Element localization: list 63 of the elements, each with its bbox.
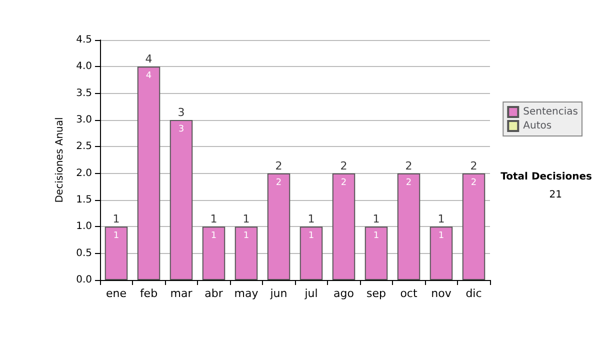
data-label: 1 (373, 231, 380, 242)
x-tick-label: abr (204, 287, 224, 300)
y-tick-label: 3.5 (76, 88, 92, 99)
y-tick-label: 1.0 (76, 221, 92, 232)
data-label: 1 (210, 231, 217, 242)
bar (364, 226, 388, 280)
y-tick-label: 3.0 (76, 114, 92, 126)
text: Total Decisiones (500, 172, 592, 182)
y-tick-label: 4.5 (76, 34, 92, 46)
data-label: 1 (438, 231, 444, 242)
bar (332, 173, 356, 280)
data-label: 2 (406, 178, 412, 188)
total-label: 2 (405, 159, 412, 172)
total-label: 1 (438, 212, 445, 226)
y-tick-label: 2.5 (76, 141, 92, 152)
data-label: 2 (276, 178, 282, 188)
bar (462, 173, 486, 280)
y-tick-label: 0.0 (76, 274, 92, 286)
bar (234, 226, 258, 280)
x-tick-label: feb (140, 287, 158, 300)
x-tick-label: ene (106, 287, 127, 300)
data-label: 4 (146, 71, 152, 82)
total-label: 2 (275, 159, 282, 172)
text: 21 (549, 190, 562, 200)
bar (397, 173, 420, 280)
x-tick-label: dic (466, 287, 482, 300)
x-tick-label: ago (334, 287, 354, 300)
bar (170, 120, 193, 280)
x-tick-label: jun (269, 287, 288, 300)
data-label: 1 (243, 231, 250, 242)
total-label: 3 (178, 106, 185, 119)
total-label: 1 (308, 212, 315, 226)
total-label: 1 (372, 212, 380, 226)
data-label: 2 (340, 178, 347, 188)
bar (430, 226, 453, 280)
bar (202, 226, 226, 280)
y-tick-label: 1.5 (76, 194, 92, 206)
total-label: 4 (145, 52, 152, 66)
y-axis-title: Decisiones Anual (54, 117, 66, 203)
x-tick-label: sep (366, 287, 386, 300)
x-tick-label: jul (304, 287, 318, 300)
data-label: 3 (178, 124, 184, 134)
y-tick-label: 2.0 (76, 168, 92, 179)
x-tick-label: nov (431, 287, 452, 300)
legend-label: Sentencias (523, 106, 578, 118)
x-tick-label: may (234, 287, 259, 300)
y-tick-label: 4.0 (76, 61, 92, 72)
total-label: 1 (112, 212, 120, 226)
x-tick-label: mar (170, 287, 193, 300)
legend-label: Autos (523, 120, 552, 132)
data-label: 2 (470, 178, 477, 188)
bar (300, 226, 323, 280)
data-label: 1 (113, 231, 120, 242)
total-label: 1 (210, 212, 218, 226)
bar (267, 173, 290, 280)
total-label: 2 (470, 159, 478, 172)
y-tick-label: 0.5 (76, 248, 92, 259)
total-label: 2 (340, 159, 348, 172)
total-label: 1 (242, 212, 250, 226)
data-label: 1 (308, 231, 314, 242)
bar (104, 226, 128, 280)
x-tick-label: oct (400, 287, 418, 300)
bar (137, 66, 160, 280)
